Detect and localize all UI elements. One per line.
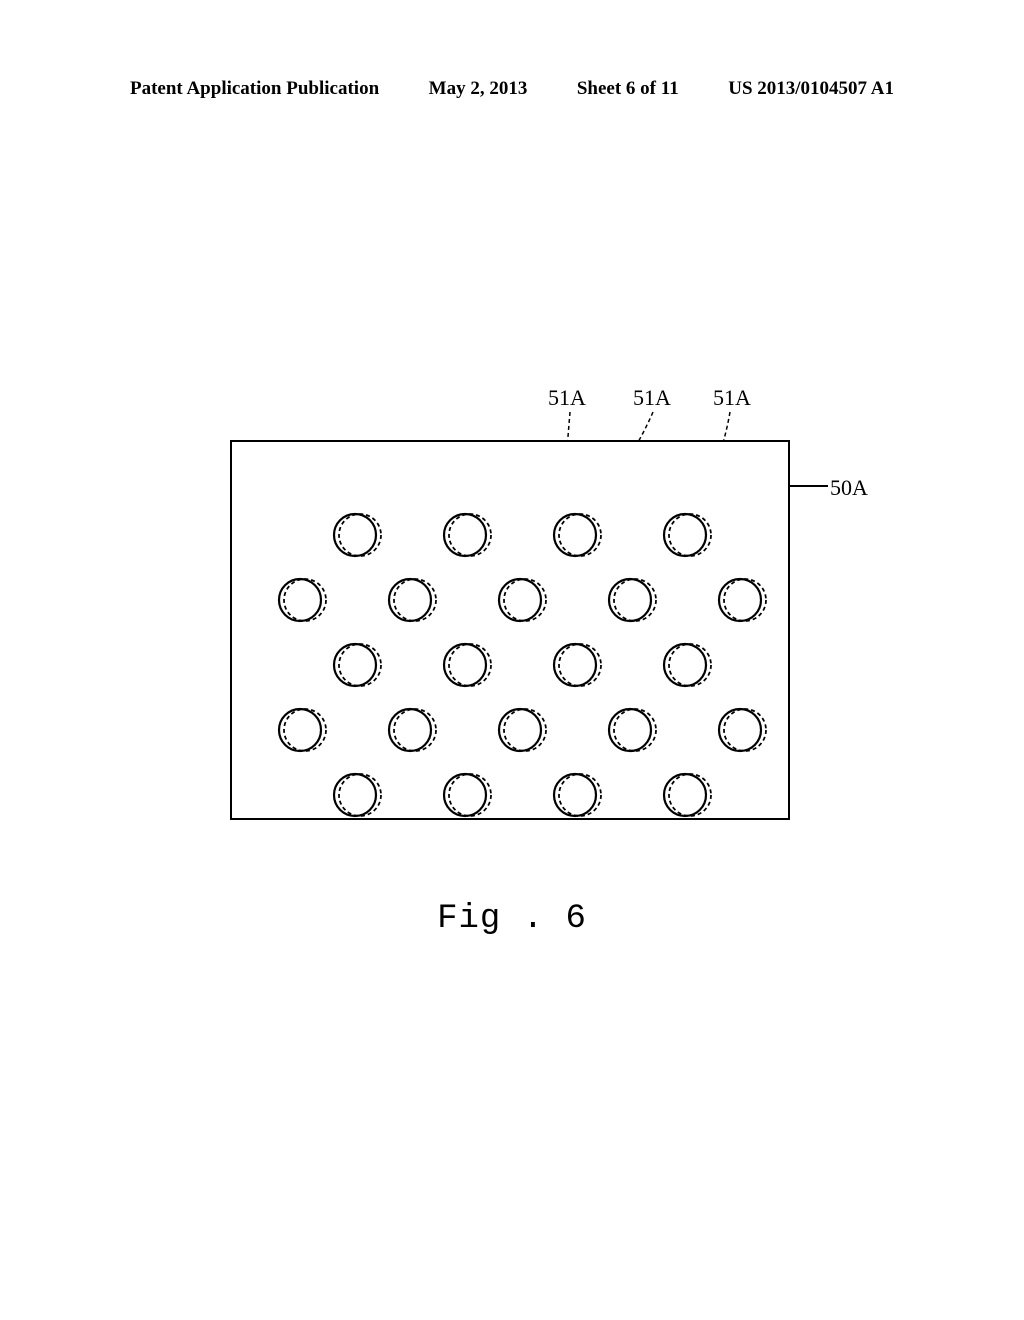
element-label-3: 51A xyxy=(707,385,757,411)
hole-element xyxy=(551,641,604,689)
hole-element xyxy=(441,641,494,689)
header-center: May 2, 2013 xyxy=(429,78,528,100)
hole-element xyxy=(276,706,329,754)
panel-label-50a: 50A xyxy=(830,475,868,501)
hole-element xyxy=(716,706,769,754)
hole-element xyxy=(441,511,494,559)
hole-element xyxy=(661,641,714,689)
hole-element xyxy=(331,641,384,689)
figure-caption: Fig . 6 xyxy=(0,900,1024,938)
figure-6: 51A 51A 51A 50A xyxy=(230,440,790,820)
hole-element xyxy=(551,771,604,819)
hole-element xyxy=(496,576,549,624)
hole-element xyxy=(496,706,549,754)
header-left: Patent Application Publication xyxy=(130,78,379,100)
hole-element xyxy=(386,706,439,754)
hole-element xyxy=(386,576,439,624)
hole-element xyxy=(606,576,659,624)
hole-element xyxy=(331,771,384,819)
element-label-1: 51A xyxy=(542,385,592,411)
hole-element xyxy=(661,511,714,559)
leader-line-right xyxy=(790,485,828,487)
hole-element xyxy=(716,576,769,624)
hole-element xyxy=(331,511,384,559)
hole-element xyxy=(551,511,604,559)
hole-element xyxy=(276,576,329,624)
page-header: Patent Application Publication May 2, 20… xyxy=(0,78,1024,100)
hole-element xyxy=(661,771,714,819)
header-sheet: Sheet 6 of 11 xyxy=(577,78,679,100)
panel-50a xyxy=(230,440,790,820)
hole-element xyxy=(606,706,659,754)
hole-element xyxy=(441,771,494,819)
header-right: US 2013/0104507 A1 xyxy=(728,78,894,100)
element-label-2: 51A xyxy=(627,385,677,411)
